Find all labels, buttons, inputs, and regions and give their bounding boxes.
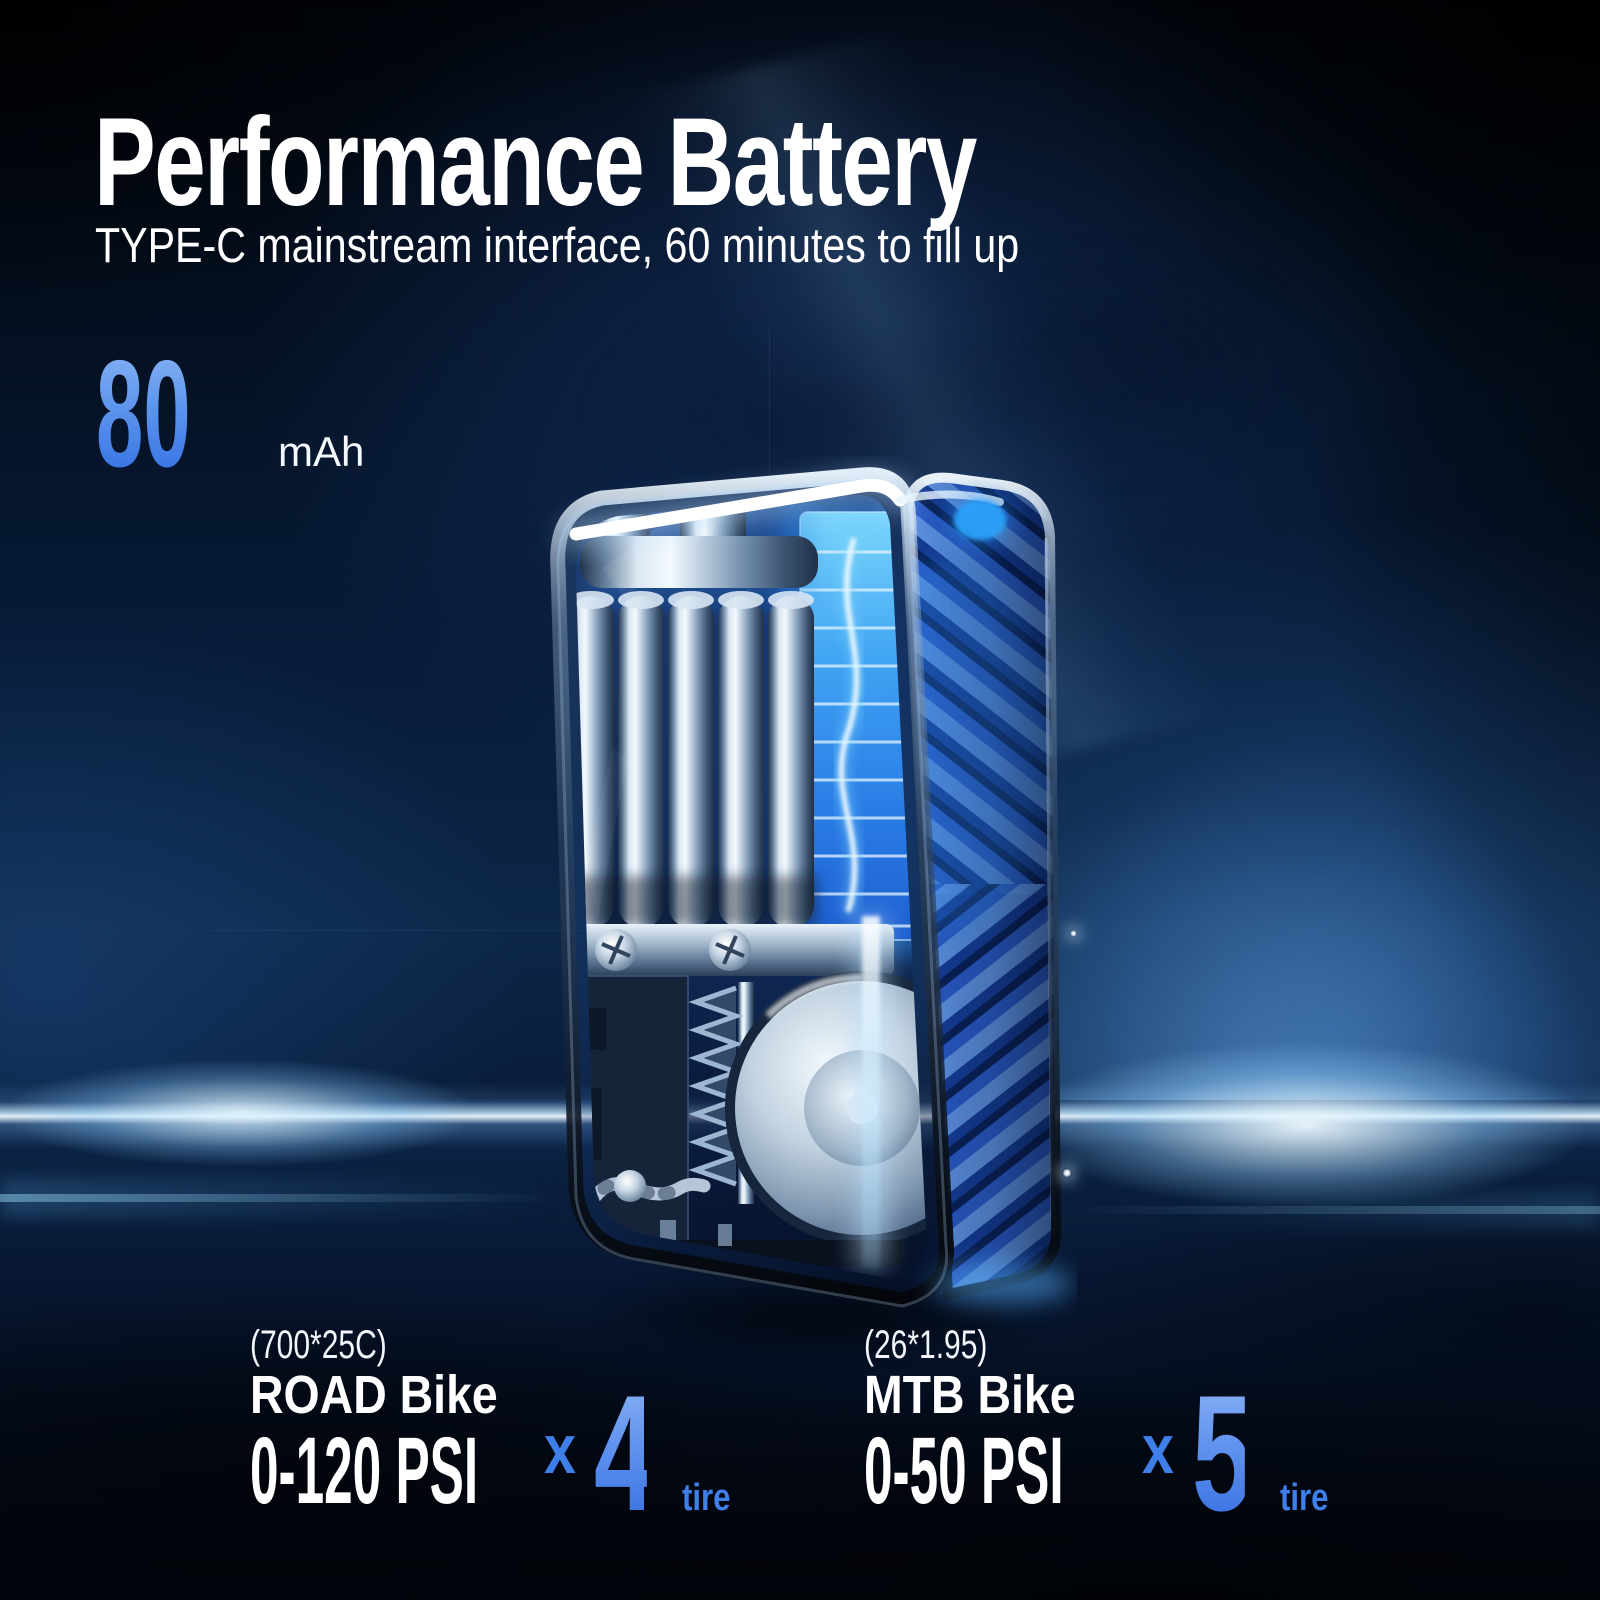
case-rim (550, 467, 955, 1308)
interior-light-streak (862, 916, 880, 1268)
road-bike-type: ROAD Bike (250, 1365, 498, 1425)
ground-streak-left-glow (0, 1178, 560, 1218)
ground-streak-right-glow (1062, 1192, 1600, 1228)
mtb-bike-type: MTB Bike (864, 1365, 1076, 1425)
road-pressure-range: 0-120 PSI (250, 1418, 479, 1524)
multiplier-unit: tire (682, 1477, 731, 1519)
multiplier-value: 5 (1192, 1359, 1253, 1548)
horizon-hotspot-left (0, 1038, 570, 1188)
mtb-tire-count: x 5 tire (1142, 1359, 1346, 1548)
capacity-value: 800 (96, 329, 239, 499)
mtb-pressure-range: 0-50 PSI (864, 1418, 1064, 1524)
glass-reflection (586, 748, 628, 918)
sparkle-highlight (1070, 930, 1077, 937)
multiplier-value: 4 (594, 1359, 655, 1548)
page-subtitle: TYPE-C mainstream interface, 60 minutes … (95, 222, 1195, 271)
chassis-screw (614, 1170, 646, 1202)
chassis-screw (709, 929, 751, 971)
ground-streak-left (0, 1194, 560, 1202)
road-tire-size: (700*25C) (250, 1323, 387, 1367)
page-subtitle-text: TYPE-C mainstream interface, 60 minutes … (95, 219, 1020, 273)
mtb-tire-size: (26*1.95) (864, 1323, 988, 1367)
lightning-arc (838, 537, 860, 913)
transparent-inflator-render (550, 467, 1072, 1308)
case-side-panel (902, 472, 1062, 1301)
corner-glow (932, 1264, 1072, 1304)
gear-rack (688, 985, 744, 1187)
page-title: Performance Battery (94, 100, 1286, 225)
page-title-text: Performance Battery (94, 93, 977, 232)
capacity-callout: 800 mAh (96, 338, 364, 490)
case-interior (575, 494, 927, 1278)
capacity-unit: mAh (278, 428, 365, 475)
chassis-screw (595, 929, 637, 971)
road-tire-count: x 4 tire (544, 1359, 748, 1548)
pump-cylinders (575, 494, 818, 928)
glass-reflection (602, 506, 742, 598)
multiplier-sign: x (1142, 1410, 1174, 1488)
multiplier-sign: x (544, 1410, 576, 1488)
ground-streak-right (1062, 1206, 1600, 1214)
battery-cell (800, 512, 918, 940)
sparkle-highlight (1062, 1168, 1072, 1178)
multiplier-unit: tire (1280, 1477, 1329, 1519)
power-button (950, 496, 1010, 544)
